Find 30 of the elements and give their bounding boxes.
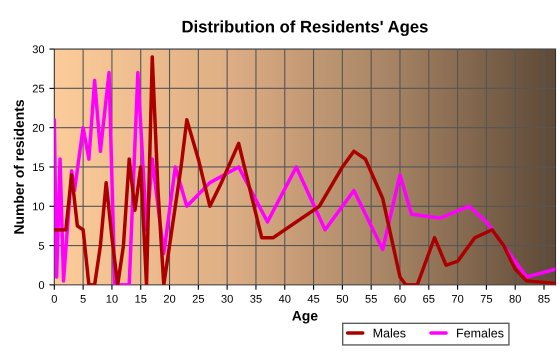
y-tick-label: 15 bbox=[33, 163, 44, 172]
legend-label: Males bbox=[374, 328, 406, 338]
x-tick-label: 65 bbox=[423, 294, 434, 303]
x-tick-label: 50 bbox=[336, 294, 348, 303]
x-tick-label: 35 bbox=[250, 294, 262, 303]
x-tick-label: 75 bbox=[480, 295, 492, 303]
x-tick-label: 30 bbox=[221, 294, 233, 303]
x-tick-label: 60 bbox=[394, 294, 406, 303]
x-tick-label: 15 bbox=[135, 295, 146, 303]
x-axis-title: Age bbox=[292, 310, 318, 324]
y-tick-label: 25 bbox=[32, 84, 44, 93]
x-tick-label: 10 bbox=[106, 294, 118, 303]
legend-label: Females bbox=[457, 328, 504, 338]
x-tick-label: 80 bbox=[509, 294, 521, 303]
y-tick-label: 10 bbox=[33, 202, 44, 210]
x-tick-label: 40 bbox=[278, 294, 290, 303]
y-tick-label: 0 bbox=[38, 281, 44, 290]
y-tick-label: 20 bbox=[32, 124, 44, 132]
x-tick-label: 0 bbox=[52, 294, 57, 303]
x-tick-label: 70 bbox=[452, 294, 464, 303]
x-tick-label: 45 bbox=[308, 295, 320, 303]
x-tick-label: 85 bbox=[538, 294, 550, 303]
x-tick-label: 20 bbox=[164, 294, 176, 303]
y-tick-label: 5 bbox=[38, 242, 44, 250]
y-axis-title: Number of residents bbox=[14, 100, 24, 234]
chart-title: Distribution of Residents' Ages bbox=[182, 20, 428, 36]
x-tick-label: 5 bbox=[80, 295, 86, 303]
x-tick-label: 55 bbox=[365, 295, 377, 303]
y-tick-label: 30 bbox=[32, 45, 44, 54]
x-tick-label: 25 bbox=[192, 294, 204, 303]
